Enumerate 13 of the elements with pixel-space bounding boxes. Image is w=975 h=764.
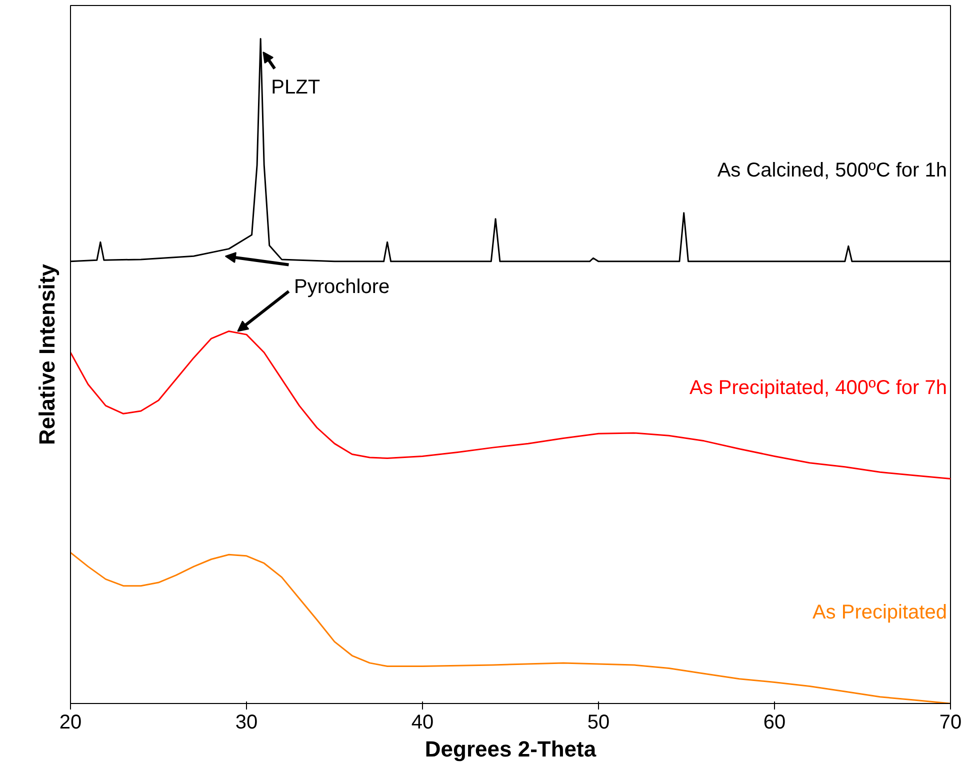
text: As Precipitated <box>812 602 947 624</box>
x-tick-label: 50 <box>587 712 610 734</box>
x-axis-title: Degrees 2-Theta <box>424 736 597 762</box>
text: As Calcined, 500ºC for 1h <box>717 160 947 182</box>
x-tick-label: 70 <box>939 712 962 734</box>
x-tick-label: 60 <box>763 712 786 734</box>
x-tick-label: 20 <box>59 712 82 734</box>
annotation: Pyrochlore <box>294 276 390 298</box>
x-tick-label: 40 <box>411 712 434 734</box>
x-tick-label: 30 <box>235 712 258 734</box>
annotation: PLZT <box>271 76 320 99</box>
series-label: As Precipitated, 400ºC for 7h <box>690 377 947 400</box>
y-axis-title: Relative Intensity <box>34 263 60 445</box>
